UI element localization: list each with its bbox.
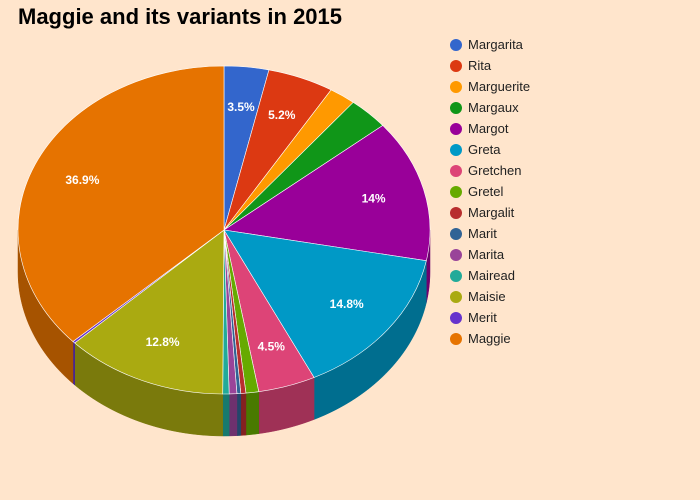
legend-swatch	[450, 101, 462, 114]
legend-label: Maggie	[468, 331, 511, 346]
legend-label: Margalit	[468, 205, 515, 220]
legend-swatch	[450, 311, 462, 324]
legend-swatch	[450, 248, 462, 261]
legend-label: Gretel	[468, 184, 504, 199]
slice-label-maisie: 12.8%	[146, 335, 180, 349]
legend-label: Margot	[468, 121, 509, 136]
legend-item-margot[interactable]: Margot	[450, 118, 530, 139]
pie-side-mairead	[222, 393, 230, 437]
legend-item-marit[interactable]: Marit	[450, 223, 530, 244]
legend-label: Marguerite	[468, 79, 531, 94]
slice-label-maggie: 36.9%	[65, 173, 99, 187]
slice-label-margarita: 3.5%	[227, 100, 255, 114]
legend-swatch	[450, 122, 462, 135]
legend-item-greta[interactable]: Greta	[450, 139, 530, 160]
legend-label: Rita	[468, 58, 492, 73]
chart-title: Maggie and its variants in 2015	[18, 4, 343, 29]
legend-label: Mairead	[468, 268, 515, 283]
pie-slice-margot[interactable]	[223, 125, 431, 262]
legend-label: Margarita	[468, 37, 523, 52]
pie-side-margalit	[240, 392, 247, 436]
legend-swatch	[450, 185, 462, 198]
legend: Margarita Rita Marguerite Margaux Margot Gret…	[450, 34, 530, 349]
pie-side-merit	[72, 340, 75, 386]
slice-label-rita: 5.2%	[268, 108, 296, 122]
legend-item-marguerite[interactable]: Marguerite	[450, 76, 530, 97]
legend-item-gretchen[interactable]: Gretchen	[450, 160, 530, 181]
pie-depth	[17, 229, 431, 437]
legend-swatch	[450, 206, 462, 219]
legend-item-maggie[interactable]: Maggie	[450, 328, 530, 349]
legend-item-margaux[interactable]: Margaux	[450, 97, 530, 118]
legend-swatch	[450, 164, 462, 177]
legend-item-marita[interactable]: Marita	[450, 244, 530, 265]
pie-side-gretel	[245, 391, 260, 436]
legend-item-mairead[interactable]: Mairead	[450, 265, 530, 286]
legend-swatch	[450, 227, 462, 240]
pie-labels: 3.5% 5.2% 14% 14.8% 4.5% 12.8% 36.9%	[65, 100, 386, 353]
legend-swatch	[450, 143, 462, 156]
slice-label-margot: 14%	[362, 192, 386, 206]
pie-slice-greta[interactable]	[223, 229, 427, 378]
legend-label: Gretchen	[468, 163, 522, 178]
legend-swatch	[450, 80, 462, 93]
legend-label: Maisie	[468, 289, 506, 304]
legend-swatch	[450, 59, 462, 72]
legend-label: Marita	[468, 247, 505, 262]
legend-swatch	[450, 269, 462, 282]
legend-swatch	[450, 290, 462, 303]
legend-item-merit[interactable]: Merit	[450, 307, 530, 328]
legend-item-gretel[interactable]: Gretel	[450, 181, 530, 202]
legend-label: Greta	[468, 142, 501, 157]
pie-slices	[17, 65, 431, 395]
legend-label: Merit	[468, 310, 497, 325]
legend-item-maisie[interactable]: Maisie	[450, 286, 530, 307]
legend-label: Margaux	[468, 100, 519, 115]
legend-swatch	[450, 332, 462, 345]
legend-swatch	[450, 38, 462, 51]
legend-item-rita[interactable]: Rita	[450, 55, 530, 76]
legend-item-margalit[interactable]: Margalit	[450, 202, 530, 223]
pie-slice-maisie[interactable]	[74, 229, 225, 395]
slice-label-gretchen: 4.5%	[258, 339, 286, 353]
pie-side-marit	[236, 393, 242, 436]
pie-slice-maggie[interactable]	[17, 65, 225, 342]
slice-label-greta: 14.8%	[330, 297, 364, 311]
legend-label: Marit	[468, 226, 497, 241]
legend-item-margarita[interactable]: Margarita	[450, 34, 530, 55]
pie-side-marita	[228, 393, 238, 437]
